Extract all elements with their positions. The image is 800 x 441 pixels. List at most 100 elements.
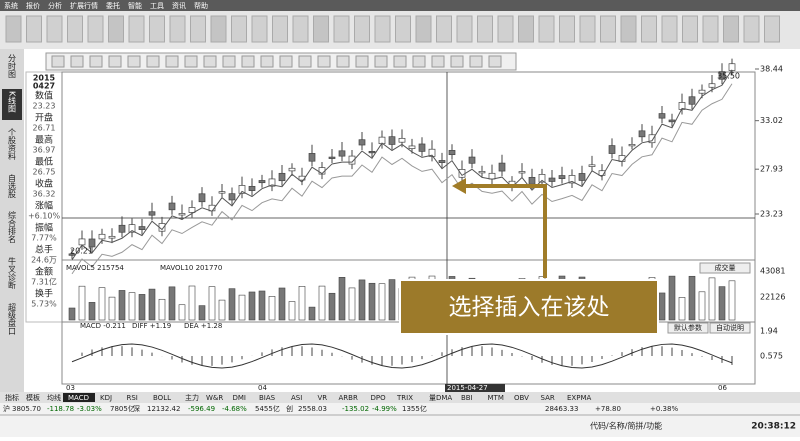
menu-item[interactable]: 扩展行情 <box>70 1 98 10</box>
tool-icon[interactable] <box>313 15 329 43</box>
menu-item[interactable]: 分析 <box>48 1 62 10</box>
tool-icon[interactable] <box>559 15 575 43</box>
draw-tool[interactable] <box>108 55 122 68</box>
button-label[interactable]: 成交量 <box>715 263 736 272</box>
tool-icon[interactable] <box>415 15 432 43</box>
tool-icon[interactable] <box>169 15 186 43</box>
tool-icon[interactable] <box>620 15 637 43</box>
side-tab[interactable]: 超级盘口 <box>8 302 17 335</box>
tab[interactable]: 量DMA <box>429 394 452 402</box>
tool-icon[interactable] <box>190 15 206 43</box>
tool-icon[interactable] <box>436 15 452 43</box>
menu-item[interactable]: 工具 <box>150 2 164 10</box>
tool-icon[interactable] <box>87 15 104 43</box>
draw-tool[interactable] <box>70 55 84 68</box>
side-tab[interactable]: 自选股 <box>8 173 17 199</box>
draw-tool[interactable] <box>146 55 160 68</box>
tool-icon[interactable] <box>67 15 83 43</box>
draw-tool[interactable] <box>127 55 141 68</box>
tool-icon[interactable] <box>456 15 473 43</box>
tool-icon[interactable] <box>46 15 63 43</box>
draw-tool[interactable] <box>241 55 255 68</box>
tab[interactable]: VR <box>318 394 328 402</box>
tool-icon[interactable] <box>579 15 596 43</box>
tool-icon[interactable] <box>661 15 678 43</box>
menu-item[interactable]: 智能 <box>128 1 142 10</box>
menu-item[interactable]: 系统 <box>4 1 18 10</box>
tool-icon[interactable] <box>149 15 165 43</box>
side-tab[interactable]: 综合排名 <box>8 210 17 244</box>
tab[interactable]: DPO <box>371 394 387 402</box>
tab[interactable]: MACD <box>68 394 89 402</box>
draw-tool[interactable] <box>450 55 464 68</box>
tool-icon[interactable] <box>723 15 739 43</box>
tool-icon[interactable] <box>764 15 780 43</box>
button[interactable] <box>699 262 751 274</box>
tab[interactable]: ASI <box>291 394 302 402</box>
button-label[interactable]: 默认参数 <box>674 323 702 332</box>
tab[interactable]: BOLL <box>153 394 171 402</box>
tab[interactable]: 均线 <box>47 393 61 402</box>
tool-icon[interactable] <box>210 15 227 43</box>
tool-icon[interactable] <box>600 15 616 43</box>
tab[interactable]: BIAS <box>259 394 276 402</box>
tool-icon[interactable] <box>354 15 370 43</box>
tool-icon[interactable] <box>231 15 247 43</box>
tab[interactable]: SAR <box>541 394 555 402</box>
tab[interactable]: RSI <box>127 394 138 402</box>
tool-icon[interactable] <box>374 15 391 43</box>
tool-icon[interactable] <box>26 15 42 43</box>
tab[interactable]: TRIX <box>396 394 413 402</box>
tool-icon[interactable] <box>333 15 350 43</box>
draw-tool[interactable] <box>431 55 445 68</box>
tool-icon[interactable] <box>128 15 145 43</box>
draw-tool[interactable] <box>89 55 103 68</box>
tab[interactable]: 模板 <box>26 393 40 402</box>
side-tab[interactable]: K线图 <box>8 91 17 113</box>
draw-tool[interactable] <box>317 55 331 68</box>
menu-item[interactable]: 委托 <box>106 1 120 10</box>
tab[interactable]: BBI <box>461 394 473 402</box>
tab[interactable]: ARBR <box>339 394 358 402</box>
menu-item[interactable]: 报价 <box>26 1 40 10</box>
tab[interactable]: 主力 <box>185 393 199 402</box>
command-input[interactable]: 代码/名称/简拼/功能 <box>590 421 662 431</box>
draw-tool[interactable] <box>203 55 217 68</box>
side-tab[interactable]: 个股资料 <box>8 128 17 161</box>
tool-icon[interactable] <box>108 15 124 43</box>
draw-tool[interactable] <box>355 55 369 68</box>
tab[interactable]: MTM <box>488 394 504 402</box>
menu-item[interactable]: 资讯 <box>172 1 186 10</box>
draw-tool[interactable] <box>412 55 426 68</box>
button[interactable] <box>709 322 751 334</box>
tab[interactable]: W&R <box>206 394 223 402</box>
button-label[interactable]: 自动说明 <box>716 323 744 332</box>
side-tab[interactable]: 牛叉诊断 <box>8 256 17 290</box>
draw-tool[interactable] <box>469 55 483 68</box>
tool-icon[interactable] <box>641 15 657 43</box>
tab[interactable]: DMI <box>233 394 247 402</box>
tool-icon[interactable] <box>477 15 493 43</box>
tool-icon[interactable] <box>518 15 534 43</box>
button[interactable] <box>667 322 709 334</box>
tool-icon[interactable] <box>5 15 22 43</box>
tool-icon[interactable] <box>251 15 268 43</box>
tool-icon[interactable] <box>538 15 555 43</box>
side-tab[interactable]: 分时图 <box>8 54 17 79</box>
draw-tool[interactable] <box>298 55 312 68</box>
draw-tool[interactable] <box>488 55 502 68</box>
draw-tool[interactable] <box>165 55 179 68</box>
draw-tool[interactable] <box>184 55 198 68</box>
tool-icon[interactable] <box>682 15 698 43</box>
tool-icon[interactable] <box>702 15 719 43</box>
tab[interactable]: 指标 <box>5 393 19 402</box>
tab[interactable]: OBV <box>514 394 529 402</box>
draw-tool[interactable] <box>222 55 236 68</box>
draw-tool[interactable] <box>51 55 65 68</box>
draw-tool[interactable] <box>393 55 407 68</box>
tool-icon[interactable] <box>272 15 288 43</box>
draw-tool[interactable] <box>374 55 388 68</box>
tab[interactable]: KDJ <box>100 394 112 402</box>
tool-icon[interactable] <box>395 15 411 43</box>
tool-icon[interactable] <box>292 15 309 43</box>
